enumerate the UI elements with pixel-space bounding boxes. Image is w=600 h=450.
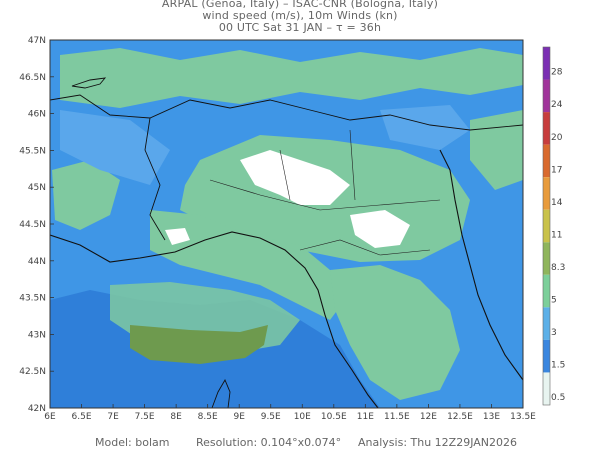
latitude-ticks bbox=[50, 39, 54, 409]
colorbar-segment bbox=[543, 144, 550, 178]
longitude-labels: 6E 6.5E 7E 7.5E 8E 8.5E 9E 9.5E 10E 10.5E 11E 11.5E… bbox=[44, 412, 536, 422]
border-alps bbox=[50, 94, 523, 131]
latitude-label: 46N bbox=[28, 110, 46, 120]
field-calm-small bbox=[165, 228, 190, 245]
colorbar-label: 17 bbox=[551, 165, 562, 175]
latitude-label: 43N bbox=[28, 330, 46, 340]
colorbar-segment bbox=[543, 339, 550, 373]
latitude-label: 42.5N bbox=[19, 367, 46, 377]
colorbar-segment bbox=[543, 242, 550, 275]
coastline-adriatic bbox=[439, 149, 523, 381]
colorbar-frame bbox=[542, 46, 551, 406]
longitude-label: 12E bbox=[420, 412, 437, 422]
colorbar-label: 11 bbox=[551, 230, 562, 240]
longitude-label: 6E bbox=[44, 412, 56, 422]
field-green-tuscany bbox=[330, 265, 460, 400]
longitude-label: 8E bbox=[170, 412, 182, 422]
longitude-label: 11E bbox=[357, 412, 374, 422]
latitude-label: 47N bbox=[28, 36, 46, 46]
colorbar-segment bbox=[543, 274, 550, 308]
longitude-label: 6.5E bbox=[72, 412, 92, 422]
colorbar-label: 20 bbox=[551, 133, 563, 143]
footer-analysis: Analysis: Thu 12Z29JAN2026 bbox=[358, 436, 518, 449]
longitude-ticks bbox=[49, 404, 524, 408]
field-strong-sea bbox=[130, 325, 268, 364]
island-corsica bbox=[211, 378, 231, 408]
lake-geneva bbox=[71, 77, 107, 89]
latitude-label: 45N bbox=[28, 183, 46, 193]
longitude-label: 9E bbox=[233, 412, 245, 422]
colorbar-label: 5 bbox=[551, 295, 557, 305]
latitude-label: 44N bbox=[28, 257, 46, 267]
latitude-label: 45.5N bbox=[19, 146, 46, 156]
map-field bbox=[50, 40, 523, 408]
longitude-label: 12.5E bbox=[447, 412, 473, 422]
colorbar-segment bbox=[543, 47, 550, 80]
colorbar-label: 24 bbox=[551, 100, 563, 110]
longitude-label: 13E bbox=[483, 412, 500, 422]
field-green-coast bbox=[150, 210, 345, 320]
longitude-label: 7E bbox=[107, 412, 119, 422]
colorbar-segment bbox=[543, 177, 550, 210]
colorbar-label: 3 bbox=[551, 328, 557, 338]
border-france-italy bbox=[144, 117, 166, 241]
field-lightblue-1 bbox=[60, 110, 170, 185]
field-calm-emilia bbox=[350, 210, 410, 248]
latitude-label: 42N bbox=[28, 404, 46, 414]
header-valid-time: 00 UTC Sat 31 JAN – τ = 36h bbox=[218, 21, 382, 34]
field-lightblue-2 bbox=[380, 105, 470, 150]
colorbar-segment bbox=[543, 79, 550, 113]
colorbar: 28 24 20 17 14 11 8.3 5 3 1.5 0.5 bbox=[542, 46, 565, 406]
header-title: ARPAL (Genoa, Italy) – ISAC-CNR (Bologna… bbox=[161, 0, 439, 10]
colorbar-label: 28 bbox=[551, 68, 563, 78]
field-green-alps-north bbox=[60, 48, 523, 108]
longitude-label: 8.5E bbox=[198, 412, 218, 422]
coastline-ligurian bbox=[50, 231, 379, 408]
latitude-labels: 47N 46.5N 46N 45.5N 45N 44.5N 44N 43.5N 43N 42.5N… bbox=[19, 36, 46, 414]
latitude-label: 43.5N bbox=[19, 294, 46, 304]
longitude-label: 7.5E bbox=[135, 412, 155, 422]
longitude-label: 13.5E bbox=[510, 412, 536, 422]
colorbar-segment bbox=[543, 307, 550, 340]
field-green-west bbox=[52, 160, 120, 230]
colorbar-segment bbox=[543, 209, 550, 243]
colorbar-segment bbox=[543, 112, 550, 145]
colorbar-segment bbox=[543, 372, 550, 405]
longitude-label: 10.5E bbox=[321, 412, 347, 422]
header-variable: wind speed (m/s), 10m Winds (kn) bbox=[202, 9, 398, 22]
footer-model: Model: bolam bbox=[95, 436, 170, 449]
footer-resolution: Resolution: 0.104°x0.074° bbox=[196, 436, 342, 449]
colorbar-label: 14 bbox=[551, 198, 563, 208]
colorbar-label: 0.5 bbox=[551, 393, 565, 403]
colorbar-label: 8.3 bbox=[551, 263, 565, 273]
longitude-label: 11.5E bbox=[384, 412, 410, 422]
latitude-label: 44.5N bbox=[19, 220, 46, 230]
longitude-label: 9.5E bbox=[261, 412, 281, 422]
field-calm-po bbox=[240, 150, 350, 205]
latitude-label: 46.5N bbox=[19, 73, 46, 83]
colorbar-label: 1.5 bbox=[551, 361, 565, 371]
border-regions bbox=[209, 129, 441, 256]
field-green-east bbox=[470, 110, 523, 190]
longitude-label: 10E bbox=[294, 412, 311, 422]
